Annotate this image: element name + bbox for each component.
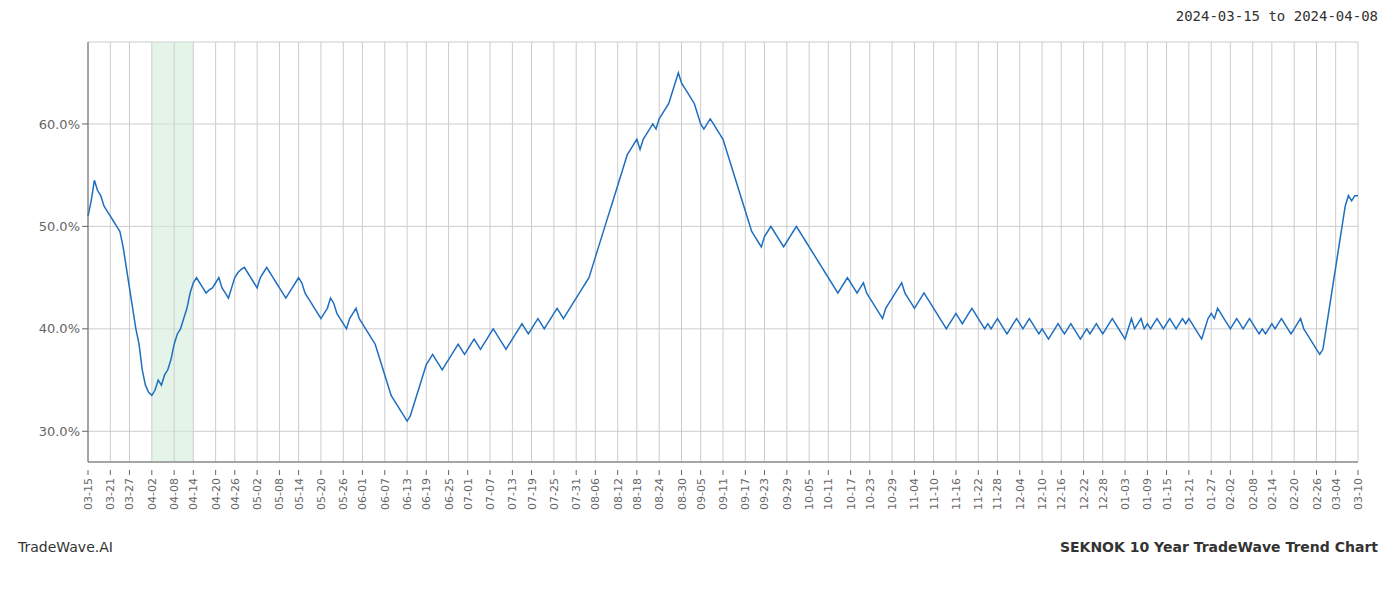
svg-text:12-10: 12-10 — [1036, 478, 1049, 510]
svg-text:05-26: 05-26 — [337, 478, 350, 510]
svg-text:04-26: 04-26 — [229, 478, 242, 510]
svg-text:04-20: 04-20 — [210, 478, 223, 510]
svg-text:05-02: 05-02 — [251, 478, 264, 510]
svg-text:02-20: 02-20 — [1288, 478, 1301, 510]
svg-text:01-09: 01-09 — [1141, 478, 1154, 510]
svg-text:07-01: 07-01 — [462, 478, 475, 510]
svg-text:06-13: 06-13 — [401, 478, 414, 510]
svg-text:04-14: 04-14 — [187, 478, 200, 510]
svg-text:02-08: 02-08 — [1247, 478, 1260, 510]
svg-text:08-06: 08-06 — [589, 478, 602, 510]
svg-text:07-19: 07-19 — [526, 478, 539, 510]
svg-text:03-27: 03-27 — [123, 478, 136, 510]
svg-text:12-28: 12-28 — [1097, 478, 1110, 510]
svg-text:08-30: 08-30 — [676, 478, 689, 510]
svg-text:07-13: 07-13 — [506, 478, 519, 510]
svg-text:12-22: 12-22 — [1078, 478, 1091, 510]
svg-text:60.0%: 60.0% — [39, 117, 80, 132]
svg-text:01-21: 01-21 — [1183, 478, 1196, 510]
svg-text:06-01: 06-01 — [356, 478, 369, 510]
svg-text:05-20: 05-20 — [315, 478, 328, 510]
svg-text:09-23: 09-23 — [758, 478, 771, 510]
svg-text:03-21: 03-21 — [104, 478, 117, 510]
svg-text:03-10: 03-10 — [1352, 478, 1365, 510]
svg-text:12-04: 12-04 — [1014, 478, 1027, 510]
svg-text:05-08: 05-08 — [273, 478, 286, 510]
svg-text:09-29: 09-29 — [781, 478, 794, 510]
svg-text:11-22: 11-22 — [972, 478, 985, 510]
svg-text:06-19: 06-19 — [420, 478, 433, 510]
svg-text:30.0%: 30.0% — [39, 424, 80, 439]
svg-text:11-10: 11-10 — [928, 478, 941, 510]
svg-text:10-23: 10-23 — [864, 478, 877, 510]
svg-text:02-02: 02-02 — [1224, 478, 1237, 510]
svg-text:04-02: 04-02 — [146, 478, 159, 510]
svg-text:03-15: 03-15 — [82, 478, 95, 510]
svg-text:03-04: 03-04 — [1330, 478, 1343, 510]
svg-text:11-28: 11-28 — [991, 478, 1004, 510]
svg-text:07-07: 07-07 — [484, 478, 497, 510]
html-text:2024-03-15 to 2024-04-08: 2024-03-15 to 2024-04-08 — [1175, 8, 1378, 24]
svg-text:12-16: 12-16 — [1055, 478, 1068, 510]
svg-text:04-08: 04-08 — [168, 478, 181, 510]
svg-text:01-03: 01-03 — [1119, 478, 1132, 510]
svg-text:50.0%: 50.0% — [39, 219, 80, 234]
svg-text:10-17: 10-17 — [845, 478, 858, 510]
svg-text:01-15: 01-15 — [1161, 478, 1174, 510]
svg-text:02-14: 02-14 — [1266, 478, 1279, 510]
svg-text:08-12: 08-12 — [612, 478, 625, 510]
svg-text:10-11: 10-11 — [822, 478, 835, 510]
html-text:SEKNOK 10 Year TradeWave Trend: SEKNOK 10 Year TradeWave Trend Chart — [1059, 539, 1378, 555]
svg-text:09-11: 09-11 — [717, 478, 730, 510]
svg-text:09-17: 09-17 — [739, 478, 752, 510]
svg-text:40.0%: 40.0% — [39, 321, 80, 336]
svg-text:09-05: 09-05 — [695, 478, 708, 510]
svg-text:05-14: 05-14 — [293, 478, 306, 510]
svg-text:10-29: 10-29 — [886, 478, 899, 510]
svg-text:01-27: 01-27 — [1205, 478, 1218, 510]
svg-text:08-18: 08-18 — [631, 478, 644, 510]
svg-text:10-05: 10-05 — [803, 478, 816, 510]
svg-text:07-25: 07-25 — [548, 478, 561, 510]
svg-text:08-24: 08-24 — [653, 478, 666, 510]
svg-text:11-16: 11-16 — [950, 478, 963, 510]
svg-text:07-31: 07-31 — [570, 478, 583, 510]
svg-text:06-25: 06-25 — [443, 478, 456, 510]
svg-text:02-26: 02-26 — [1311, 478, 1324, 510]
svg-text:06-07: 06-07 — [379, 478, 392, 510]
svg-text:11-04: 11-04 — [908, 478, 921, 510]
html-text:TradeWave.AI: TradeWave.AI — [18, 539, 113, 555]
